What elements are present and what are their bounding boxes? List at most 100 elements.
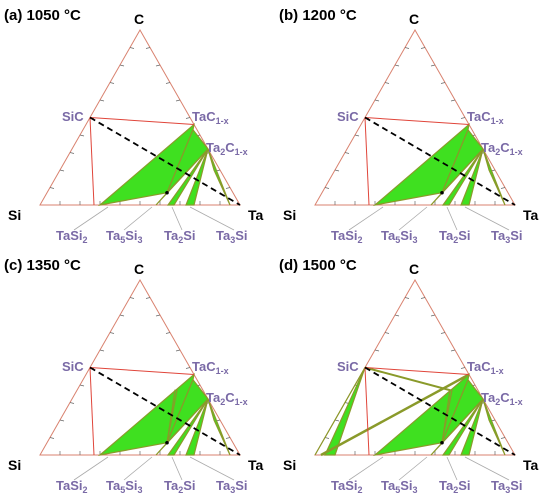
tick: [344, 152, 350, 154]
subscript: 2: [358, 485, 363, 495]
formula-part: Si: [400, 478, 412, 493]
tick: [185, 367, 191, 369]
formula-part: Ta: [491, 478, 506, 493]
leader-line: [123, 456, 153, 481]
vertex-label: Ta: [523, 457, 539, 473]
formula-part: Si: [458, 478, 470, 493]
tick: [440, 82, 446, 84]
phase-label: Ta2C1-x: [481, 390, 523, 407]
subscript: 5: [120, 485, 125, 495]
phase-region: [314, 367, 366, 456]
formula-part: Ta: [206, 140, 221, 155]
phase-region: [185, 398, 209, 456]
formula-part: Si: [458, 228, 470, 243]
tie-line: [364, 117, 370, 206]
subscript: 2: [358, 235, 363, 245]
formula-part: TaC: [192, 359, 216, 374]
panel-title: (b) 1200 °C: [279, 7, 357, 24]
phase-label: Ta5Si3: [106, 228, 143, 245]
phase-label: Ta2C1-x: [481, 140, 523, 157]
formula-part: Si: [125, 228, 137, 243]
phase-region: [430, 148, 484, 206]
phase-region: [166, 398, 209, 456]
formula-part: TaC: [467, 359, 491, 374]
formula-part: Ta: [381, 228, 396, 243]
formula-part: C: [225, 140, 235, 155]
vertex-label: Ta: [523, 207, 539, 223]
subscript: 3: [230, 235, 235, 245]
formula-part: Ta: [106, 478, 121, 493]
leader-line: [73, 456, 109, 481]
tick: [384, 82, 390, 84]
tick: [324, 187, 330, 189]
leader-line: [348, 206, 384, 231]
tie-line: [89, 367, 195, 375]
formula-part: C: [225, 390, 235, 405]
tick: [99, 349, 105, 352]
tick: [119, 64, 125, 67]
phase-region: [155, 148, 209, 206]
formula-part: SiC: [337, 359, 359, 374]
formula-part: Si: [510, 478, 522, 493]
tie-line: [89, 117, 195, 125]
subscript: 3: [505, 235, 510, 245]
phase-label: Ta2C1-x: [206, 390, 248, 407]
phase-label: TaSi2: [331, 478, 363, 495]
panel-title: (d) 1500 °C: [279, 257, 357, 274]
tick: [79, 384, 85, 387]
phase-label: Ta3Si: [216, 478, 248, 495]
formula-part: TaSi: [56, 478, 83, 493]
panel-title: (a) 1050 °C: [4, 7, 81, 24]
subscript: 2: [495, 147, 500, 157]
tie-line: [364, 117, 470, 125]
tick: [165, 82, 171, 84]
formula-part: Ta: [481, 140, 496, 155]
leader-line: [189, 206, 235, 231]
vertex-label: Ta: [248, 457, 264, 473]
tick: [109, 82, 115, 84]
formula-part: TaC: [192, 109, 216, 124]
vertex-label: Si: [283, 457, 296, 473]
tick: [155, 314, 161, 317]
dashed-line: [364, 366, 516, 456]
phase-label: TaSi2: [331, 228, 363, 245]
tick: [49, 187, 55, 189]
tick: [404, 297, 410, 299]
vertex-label: Si: [8, 457, 21, 473]
tick: [460, 117, 466, 119]
subscript: 2: [178, 235, 183, 245]
formula-part: SiC: [337, 109, 359, 124]
leader-line: [446, 206, 458, 231]
phase-region: [460, 398, 484, 456]
subscript: 1-x: [235, 147, 248, 157]
formula-part: SiC: [62, 109, 84, 124]
subscript: 3: [138, 235, 143, 245]
phase-label: SiC: [337, 109, 359, 124]
tick: [500, 187, 506, 189]
subscript: 3: [413, 485, 418, 495]
dashed-line: [364, 116, 516, 206]
panel-title: (c) 1350 °C: [4, 257, 81, 274]
subscript: 5: [120, 235, 125, 245]
leader-line: [189, 456, 235, 481]
phase-label: Ta3Si: [491, 228, 523, 245]
tick: [460, 367, 466, 369]
phase-label: SiC: [62, 109, 84, 124]
tie-line: [364, 367, 370, 456]
tick: [129, 47, 135, 49]
subscript: 1-x: [510, 397, 523, 407]
tick: [334, 169, 340, 172]
tick: [500, 437, 506, 439]
tie-line: [89, 367, 95, 456]
phase-region: [441, 148, 484, 206]
phase-label: TaC1-x: [192, 359, 229, 376]
tick: [145, 47, 151, 49]
phase-region: [166, 148, 209, 206]
tick: [119, 314, 125, 317]
tick: [334, 419, 340, 422]
tick: [79, 134, 85, 137]
phase-label: Ta2Si: [439, 478, 471, 495]
formula-part: Si: [235, 478, 247, 493]
tick: [59, 419, 65, 422]
phase-region: [430, 398, 484, 456]
